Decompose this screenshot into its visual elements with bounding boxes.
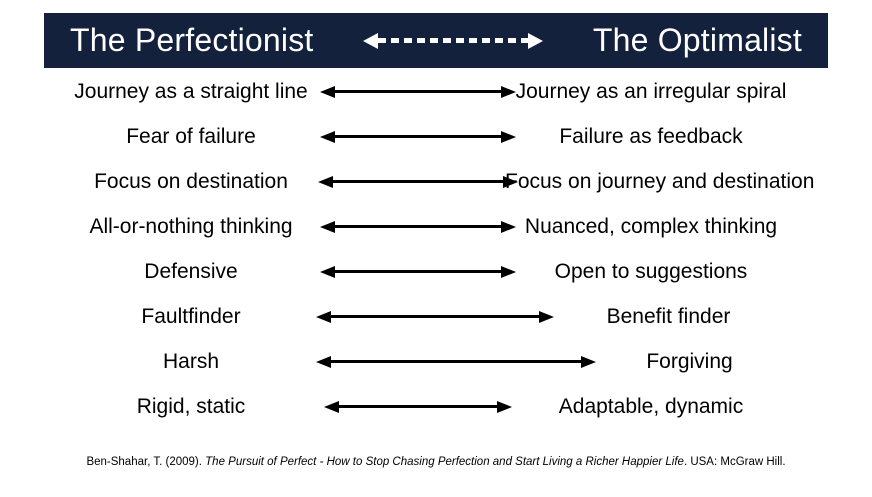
perfectionist-trait: Faultfinder bbox=[141, 304, 241, 328]
optimalist-title: The Optimalist bbox=[592, 22, 802, 58]
perfectionist-trait: Fear of failure bbox=[126, 124, 256, 148]
comparison-row: All-or-nothing thinking Nuanced, complex… bbox=[0, 204, 872, 249]
perfectionist-trait: Focus on destination bbox=[94, 169, 288, 193]
perfectionist-title: The Perfectionist bbox=[70, 22, 314, 58]
double-arrow-icon bbox=[330, 314, 540, 319]
comparison-row: Journey as a straight line Journey as an… bbox=[0, 69, 872, 114]
citation: Ben-Shahar, T. (2009). The Pursuit of Pe… bbox=[0, 456, 872, 468]
optimalist-trait: Benefit finder bbox=[606, 304, 731, 328]
citation-book-title: The Pursuit of Perfect - How to Stop Cha… bbox=[205, 456, 684, 468]
double-arrow-icon bbox=[333, 269, 502, 274]
comparison-list: Journey as a straight line Journey as an… bbox=[0, 69, 872, 429]
optimalist-trait: Failure as feedback bbox=[559, 124, 743, 148]
optimalist-trait: Forgiving bbox=[646, 349, 733, 373]
optimalist-trait: Open to suggestions bbox=[554, 259, 748, 283]
perfectionist-trait: Rigid, static bbox=[136, 394, 246, 418]
perfectionist-trait: Defensive bbox=[144, 259, 238, 283]
comparison-row: Focus on destination Focus on journey an… bbox=[0, 159, 872, 204]
double-arrow-icon bbox=[337, 404, 498, 409]
comparison-row: Defensive Open to suggestions bbox=[0, 249, 872, 294]
double-arrow-icon bbox=[331, 179, 504, 184]
double-arrow-icon bbox=[333, 224, 502, 229]
optimalist-trait: Journey as an irregular spiral bbox=[515, 79, 787, 103]
title-bar: The Perfectionist The Optimalist bbox=[44, 13, 828, 68]
optimalist-trait: Focus on journey and destination bbox=[505, 169, 815, 193]
optimalist-trait: Adaptable, dynamic bbox=[558, 394, 744, 418]
citation-prefix: Ben-Shahar, T. (2009). bbox=[86, 456, 206, 468]
comparison-row: Harsh Forgiving bbox=[0, 339, 872, 384]
perfectionist-trait: All-or-nothing thinking bbox=[89, 214, 293, 238]
double-arrow-icon bbox=[333, 134, 502, 139]
comparison-row: Faultfinder Benefit finder bbox=[0, 294, 872, 339]
comparison-row: Fear of failure Failure as feedback bbox=[0, 114, 872, 159]
comparison-row: Rigid, static Adaptable, dynamic bbox=[0, 384, 872, 429]
double-arrow-icon bbox=[333, 89, 502, 94]
perfectionist-trait: Harsh bbox=[162, 349, 220, 373]
citation-suffix: . USA: McGraw Hill. bbox=[683, 456, 786, 468]
dashed-double-arrow-icon bbox=[378, 38, 529, 43]
perfectionist-trait: Journey as a straight line bbox=[74, 79, 308, 103]
optimalist-trait: Nuanced, complex thinking bbox=[524, 214, 778, 238]
double-arrow-icon bbox=[330, 359, 582, 364]
